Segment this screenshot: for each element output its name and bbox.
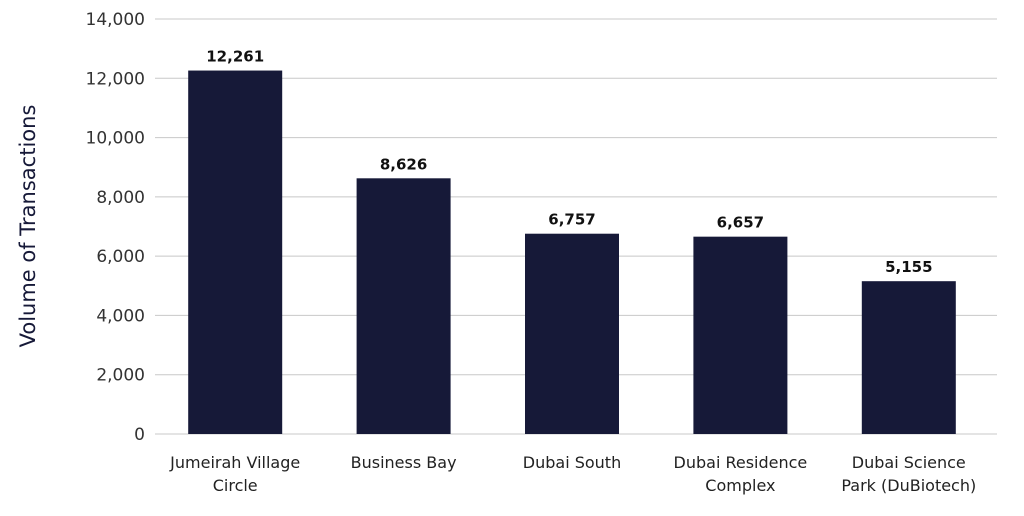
bars (188, 70, 956, 435)
data-label: 6,657 (717, 214, 764, 232)
category-label: Dubai Residence (674, 453, 808, 472)
category-label: Dubai South (523, 453, 621, 472)
y-tick-label: 8,000 (96, 188, 145, 208)
bar (188, 70, 283, 435)
bar (693, 236, 788, 434)
bar (525, 233, 619, 434)
y-tick-label: 12,000 (86, 69, 145, 89)
data-labels: 12,261 8,626 6,757 6,657 5,155 (206, 48, 932, 277)
y-tick-label: 6,000 (96, 247, 145, 267)
category-label: Circle (213, 476, 258, 495)
category-label: Dubai Science (852, 453, 966, 472)
bar (861, 281, 956, 434)
category-label: Business Bay (351, 453, 457, 472)
data-label: 8,626 (380, 155, 427, 173)
data-label: 5,155 (885, 258, 932, 276)
data-label: 12,261 (206, 48, 264, 66)
y-tick-label: 10,000 (86, 129, 145, 149)
y-tick-label: 4,000 (96, 306, 145, 326)
y-tick-label: 14,000 (86, 10, 145, 30)
category-label: Complex (705, 476, 775, 495)
data-label: 6,757 (548, 211, 595, 229)
y-axis-label: Volume of Transactions (16, 105, 40, 348)
y-tick-labels: 0 2,000 4,000 6,000 8,000 10,000 12,000 14,000 (86, 10, 145, 445)
category-label: Jumeirah Village (169, 453, 300, 472)
y-tick-label: 2,000 (96, 366, 145, 386)
bar (356, 178, 451, 434)
y-tick-label: 0 (134, 425, 145, 445)
category-labels: Jumeirah Village Circle Business Bay Dubai … (169, 453, 976, 495)
category-label: Park (DuBiotech) (841, 476, 976, 495)
